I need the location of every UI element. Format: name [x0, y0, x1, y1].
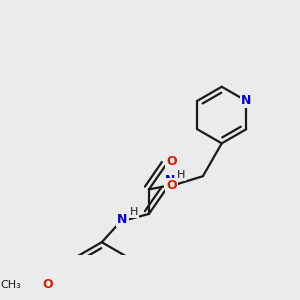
Text: O: O — [43, 278, 53, 291]
Text: H: H — [130, 207, 138, 217]
Text: N: N — [165, 174, 175, 187]
Text: CH₃: CH₃ — [0, 280, 21, 290]
Text: O: O — [166, 179, 177, 192]
Text: H: H — [177, 170, 186, 180]
Text: N: N — [241, 94, 251, 107]
Text: O: O — [166, 154, 177, 168]
Text: N: N — [117, 213, 128, 226]
